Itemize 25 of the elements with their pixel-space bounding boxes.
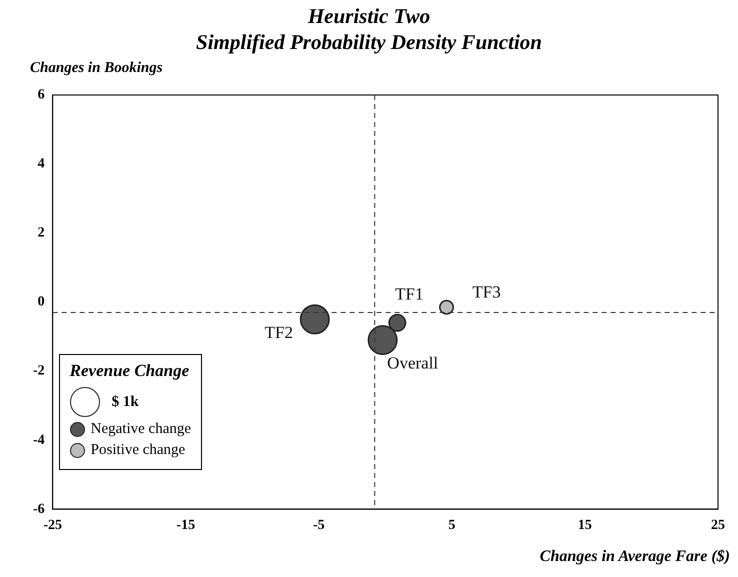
y-tick-label: 6 (38, 88, 45, 103)
annotation: Overall (387, 354, 438, 373)
y-tick-label: 4 (38, 156, 45, 172)
y-tick-label: 2 (38, 226, 45, 241)
x-tick-label: -15 (176, 518, 196, 534)
chart-subtitle: Simplified Probability Density Function (195, 30, 543, 55)
legend-title: Revenue Change (70, 361, 190, 382)
x-axis-title: Changes in Average Fare ($) (540, 548, 730, 566)
y-tick-label: -4 (32, 432, 45, 448)
legend-label: Positive change (90, 442, 186, 460)
y-tick-label: 0 (38, 294, 45, 310)
legend-label: $ 1k (112, 394, 139, 411)
annotation: TF2 (264, 322, 293, 342)
annotation: TF1 (395, 284, 424, 304)
chart-title: Heuristic Two (306, 4, 432, 29)
x-tick-label: 15 (578, 518, 592, 534)
y-tick-label: -6 (32, 502, 45, 517)
x-tick-label: 5 (448, 518, 456, 534)
x-tick-label: 25 (711, 518, 725, 534)
x-tick-label: -25 (43, 518, 62, 534)
x-tick-label: -5 (312, 518, 325, 534)
legend-label: Negative change (90, 421, 192, 438)
y-axis-title: Changes in Bookings (30, 60, 163, 77)
y-tick-label: -2 (32, 364, 45, 379)
annotation: TF3 (472, 282, 501, 302)
